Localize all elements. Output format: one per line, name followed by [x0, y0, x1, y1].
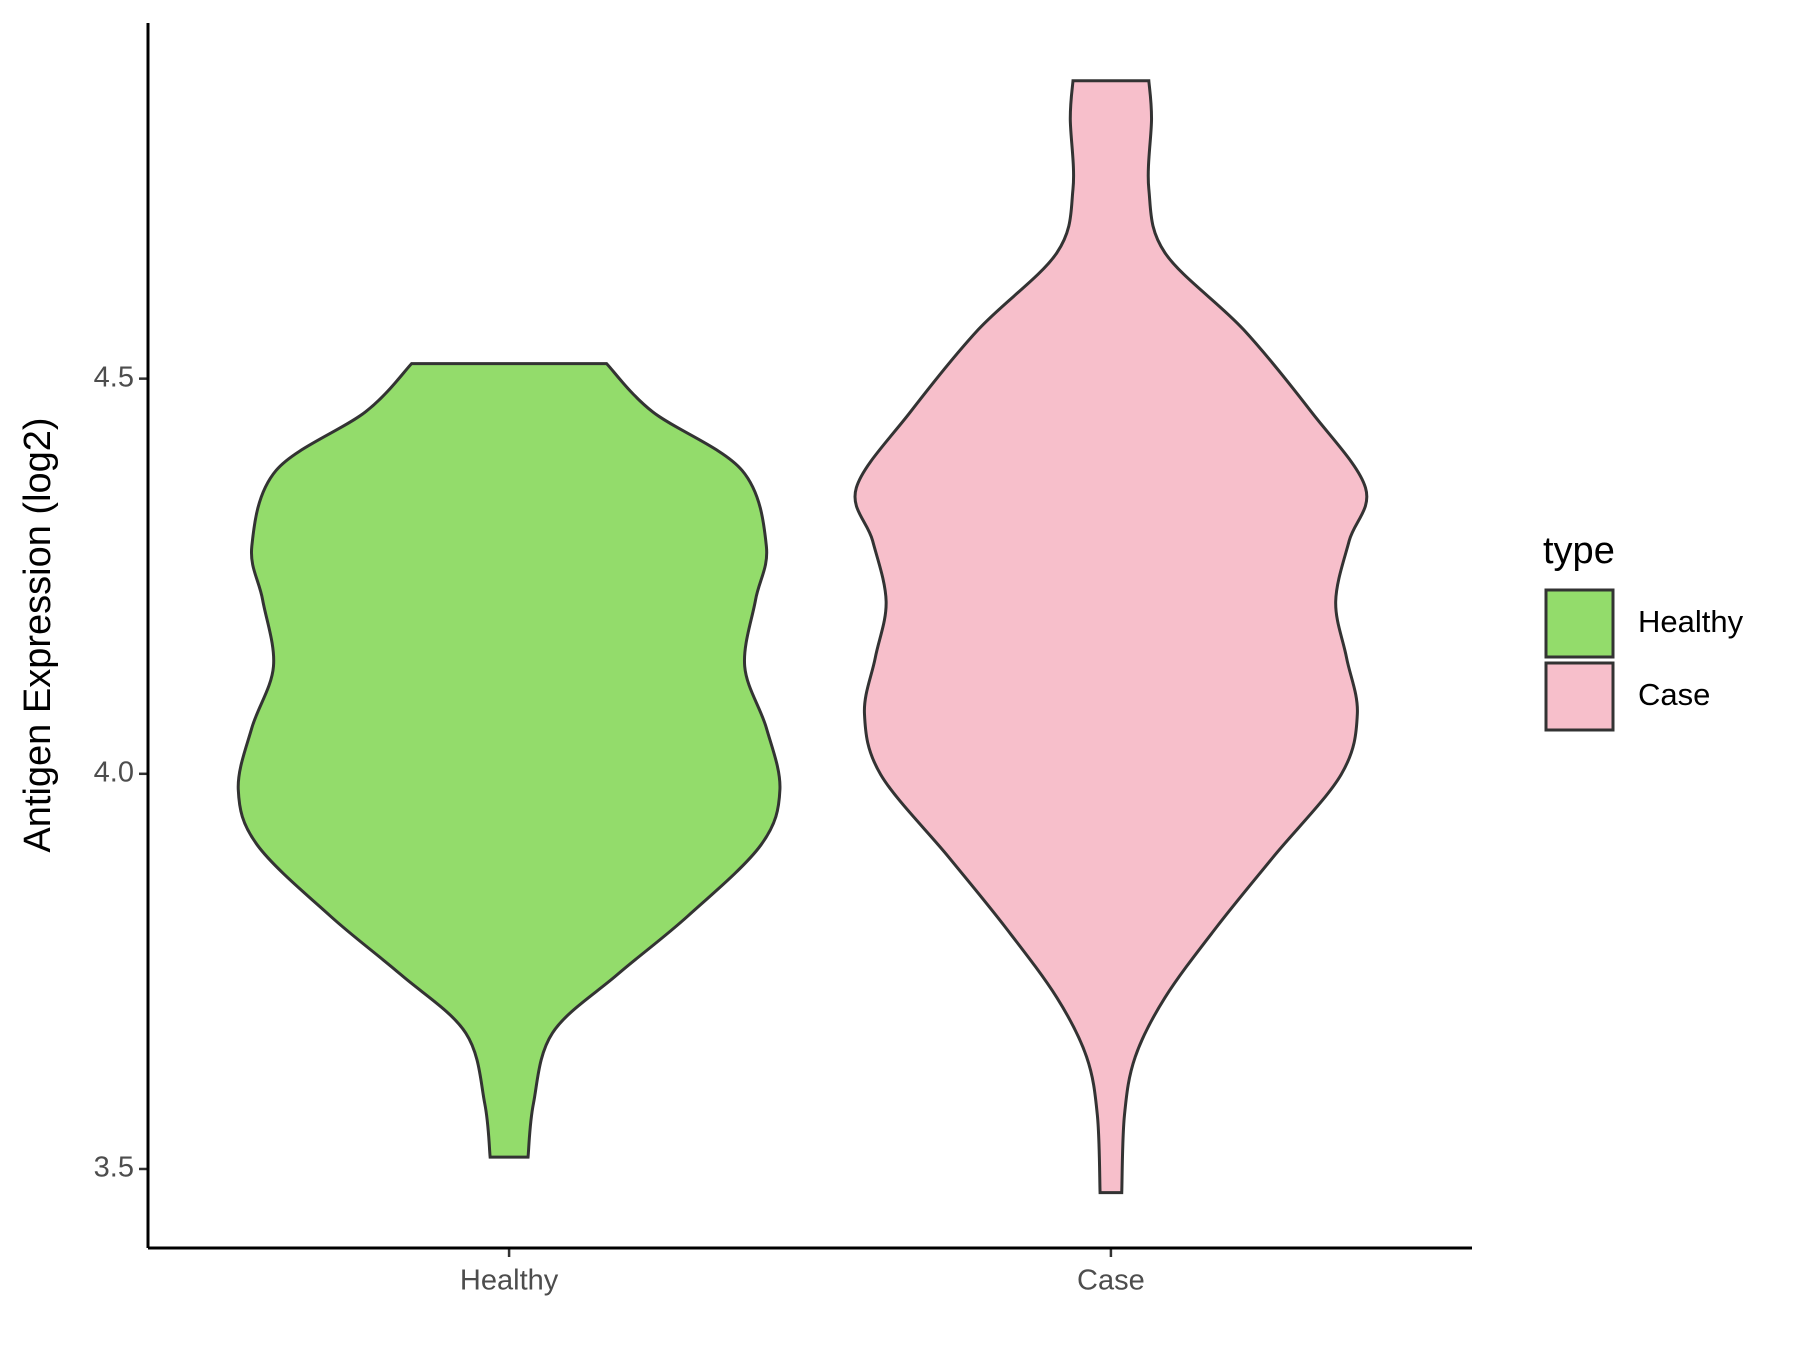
legend-label: Healthy	[1638, 604, 1744, 639]
y-axis-title: Antigen Expression (log2)	[17, 417, 59, 852]
violin	[236, 362, 782, 1159]
legend-label: Case	[1638, 677, 1710, 712]
legend-key	[1544, 588, 1615, 659]
legend-title: type	[1543, 530, 1615, 572]
y-tick-label: 4.5	[94, 361, 134, 393]
legend-key	[1544, 661, 1615, 732]
y-tick-label: 4.0	[94, 756, 134, 788]
violin	[853, 79, 1369, 1195]
x-tick-label: Healthy	[460, 1265, 559, 1297]
x-tick-label: Case	[1077, 1265, 1145, 1297]
y-tick-label: 3.5	[94, 1152, 134, 1184]
